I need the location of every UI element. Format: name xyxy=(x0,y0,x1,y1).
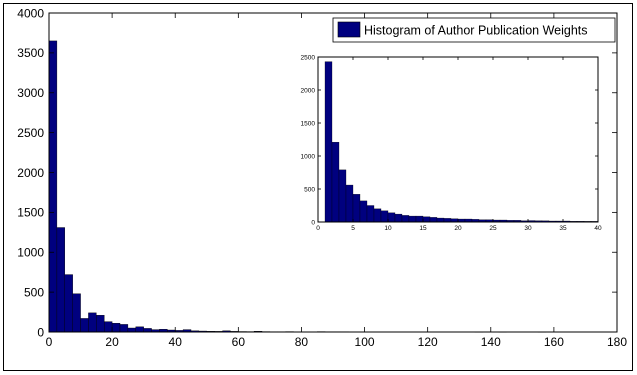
main-x-tick-label: 180 xyxy=(607,335,627,349)
main-x-tick-label: 120 xyxy=(418,335,438,349)
main-bar xyxy=(96,315,105,333)
legend: Histogram of Author Publication Weights xyxy=(332,17,616,43)
inset-bar xyxy=(373,208,382,223)
main-bar xyxy=(80,318,89,333)
main-bar xyxy=(127,327,136,333)
inset-bar xyxy=(429,217,438,223)
inset-y-tick-label: 2500 xyxy=(301,54,316,61)
main-y-tick-label: 500 xyxy=(24,285,44,299)
main-y-tick-label: 0 xyxy=(37,325,44,339)
legend-label: Histogram of Author Publication Weights xyxy=(364,24,588,38)
legend-swatch xyxy=(337,21,361,38)
inset-x-tick-label: 35 xyxy=(559,225,567,232)
inset-y-tick-label: 0 xyxy=(311,219,315,226)
main-bar xyxy=(48,40,58,333)
inset-bar xyxy=(394,213,403,223)
inset-y-tick-label: 1500 xyxy=(301,120,316,127)
inset-bar xyxy=(324,61,333,223)
main-x-tick-label: 160 xyxy=(544,335,564,349)
main-bar xyxy=(111,323,121,333)
main-bar xyxy=(104,321,113,333)
inset-y-tick-label: 1000 xyxy=(301,153,316,160)
main-y-tick-label: 2500 xyxy=(17,126,44,140)
inset-x-tick-label: 15 xyxy=(419,225,427,232)
inset-x-tick-label: 30 xyxy=(524,225,532,232)
inset-bar xyxy=(415,215,424,223)
main-y-tick-label: 1500 xyxy=(17,206,44,220)
main-x-tick-label: 60 xyxy=(232,335,246,349)
main-y-tick-label: 3000 xyxy=(17,86,44,100)
inset-plot-area xyxy=(318,57,598,222)
inset-plot: 0 5 10 15 20 25 30 35 40 0 500 1000 1500 2000 2500 xyxy=(301,54,602,232)
main-y-tick-label: 4000 xyxy=(17,6,44,20)
inset-bar xyxy=(443,218,452,223)
inset-bar xyxy=(331,141,340,223)
inset-bar xyxy=(380,210,389,223)
inset-x-tick-label: 5 xyxy=(351,225,355,232)
main-x-tick-label: 80 xyxy=(295,335,309,349)
main-x-tick-label: 0 xyxy=(46,335,53,349)
inset-x-tick-label: 20 xyxy=(454,225,462,232)
main-bar xyxy=(135,326,144,333)
inset-bar xyxy=(366,205,375,223)
main-y-tick-label: 3500 xyxy=(17,46,44,60)
main-x-tick-label: 20 xyxy=(105,335,119,349)
inset-x-tick-label: 0 xyxy=(316,225,320,232)
figure-frame xyxy=(3,3,633,371)
main-y-tick-label: 2000 xyxy=(17,166,44,180)
main-bar xyxy=(143,328,152,333)
main-bar xyxy=(88,312,97,333)
main-bar xyxy=(64,274,73,333)
inset-y-tick-label: 500 xyxy=(304,186,315,193)
inset-bar xyxy=(436,217,445,223)
main-bar xyxy=(119,324,129,333)
inset-bar xyxy=(359,200,368,223)
main-x-tick-label: 40 xyxy=(169,335,183,349)
inset-bar xyxy=(387,212,396,223)
inset-bar xyxy=(352,194,361,223)
main-x-tick-label: 100 xyxy=(355,335,375,349)
inset-x-tick-label: 10 xyxy=(384,225,392,232)
inset-bar xyxy=(401,215,410,223)
inset-bar xyxy=(345,184,354,223)
inset-bar xyxy=(408,215,417,223)
inset-bar xyxy=(422,216,431,223)
main-bar xyxy=(72,293,81,333)
inset-bar xyxy=(338,169,347,223)
inset-y-tick-label: 2000 xyxy=(301,87,316,94)
main-x-tick-label: 140 xyxy=(481,335,501,349)
inset-x-tick-label: 25 xyxy=(489,225,497,232)
inset-x-tick-label: 40 xyxy=(594,225,602,232)
main-bar xyxy=(56,227,65,333)
main-y-tick-label: 1000 xyxy=(17,246,44,260)
legend-box xyxy=(332,17,616,43)
